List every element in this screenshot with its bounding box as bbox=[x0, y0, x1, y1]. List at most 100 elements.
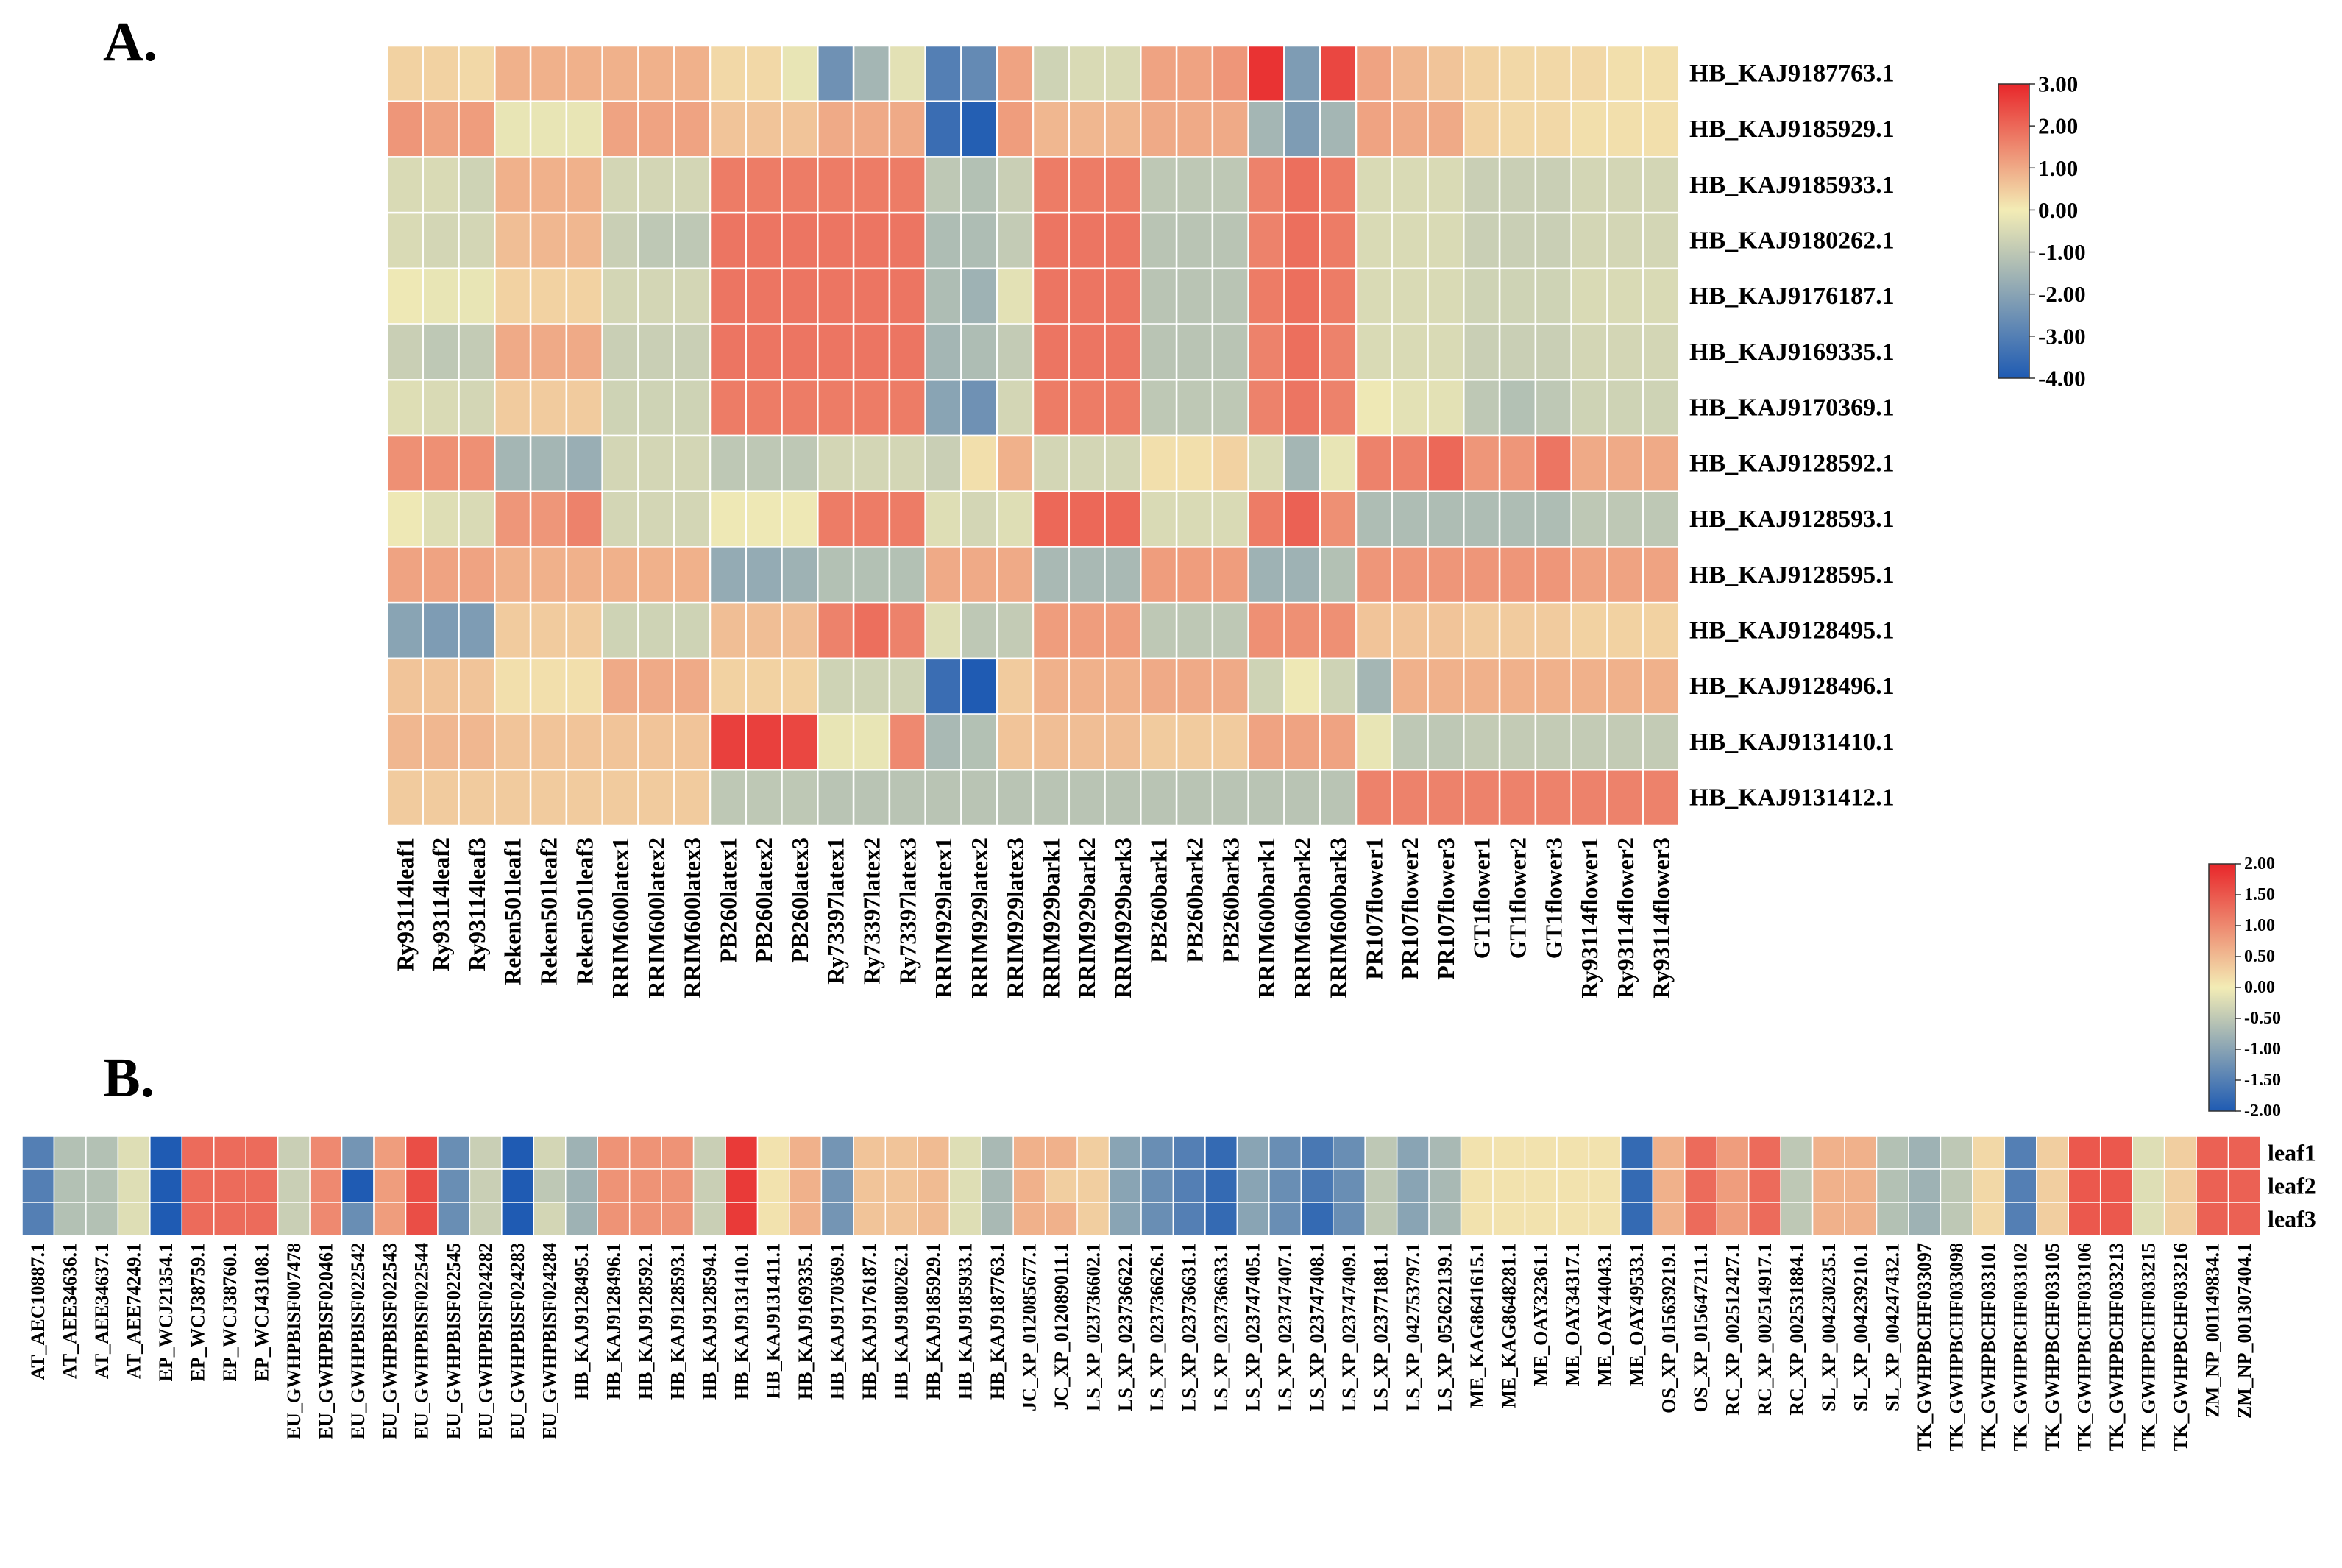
heatmap-cell bbox=[1642, 434, 1681, 492]
column-label: GT1flower1 bbox=[1469, 837, 1495, 959]
heatmap-cell bbox=[386, 601, 425, 660]
heatmap-cell bbox=[1104, 434, 1142, 492]
heatmap-cell bbox=[1104, 601, 1142, 660]
heatmap-cell bbox=[852, 379, 891, 437]
heatmap-cell bbox=[789, 1202, 823, 1236]
heatmap-cell bbox=[1463, 601, 1501, 660]
row-label: HB_KAJ9128595.1 bbox=[1689, 561, 1895, 589]
heatmap-cell bbox=[1463, 323, 1501, 381]
heatmap-cell bbox=[709, 44, 748, 102]
heatmap-cell bbox=[996, 490, 1035, 548]
colorbar-tick-label: 0.00 bbox=[2244, 978, 2275, 997]
heatmap-cell bbox=[601, 713, 639, 771]
heatmap-cell bbox=[917, 1135, 951, 1170]
heatmap-cell bbox=[1620, 1135, 1654, 1170]
heatmap-cell bbox=[1319, 434, 1358, 492]
heatmap-cell bbox=[565, 379, 603, 437]
heatmap-cell bbox=[1524, 1135, 1558, 1170]
heatmap-cell bbox=[1044, 1135, 1078, 1170]
heatmap-cell bbox=[1211, 490, 1249, 548]
heatmap-cell bbox=[888, 490, 926, 548]
heatmap-cell bbox=[1211, 601, 1249, 660]
column-label: HB_KAJ9169335.1 bbox=[795, 1243, 816, 1400]
heatmap-cell bbox=[1642, 713, 1681, 771]
colorbar-tick-label: -4.00 bbox=[2038, 366, 2086, 391]
heatmap-cell bbox=[1534, 769, 1572, 827]
heatmap-cell bbox=[1332, 1135, 1366, 1170]
heatmap-cell bbox=[1463, 267, 1501, 325]
heatmap-cell bbox=[1427, 713, 1465, 771]
heatmap-cell bbox=[709, 211, 748, 270]
heatmap-cell bbox=[422, 769, 460, 827]
heatmap-cell bbox=[980, 1135, 1014, 1170]
heatmap-cell bbox=[1032, 657, 1071, 715]
column-label: ZM_NP_001149834.1 bbox=[2201, 1243, 2223, 1418]
heatmap-cell bbox=[1534, 156, 1572, 214]
heatmap-cell bbox=[386, 490, 425, 548]
heatmap-cell bbox=[458, 267, 496, 325]
heatmap-cell bbox=[948, 1202, 982, 1236]
heatmap-cell bbox=[996, 323, 1035, 381]
heatmap-cell bbox=[1364, 1135, 1398, 1170]
column-label: GT1flower2 bbox=[1505, 837, 1531, 959]
column-label: EP_WCJ43108.1 bbox=[251, 1243, 272, 1382]
column-label: RC_XP_002512427.1 bbox=[1722, 1243, 1743, 1416]
column-label: AT_AEE34636.1 bbox=[60, 1243, 81, 1379]
heatmap-cell bbox=[745, 211, 783, 270]
heatmap-cell bbox=[1175, 657, 1214, 715]
column-label: SL_XP_004230235.1 bbox=[1818, 1243, 1839, 1411]
heatmap-cell bbox=[1524, 1168, 1558, 1203]
heatmap-cell bbox=[565, 490, 603, 548]
heatmap-cell bbox=[53, 1168, 87, 1203]
heatmap-cell bbox=[1642, 657, 1681, 715]
heatmap-cell bbox=[565, 657, 603, 715]
column-label: PR107flower2 bbox=[1397, 837, 1423, 980]
heatmap-cell bbox=[996, 434, 1035, 492]
heatmap-cell bbox=[1140, 100, 1178, 158]
heatmap-cell bbox=[1175, 156, 1214, 214]
heatmap-cell bbox=[1391, 267, 1429, 325]
panel-label-a: A. bbox=[103, 11, 157, 73]
heatmap-cell bbox=[181, 1168, 215, 1203]
column-label: JC_XP_012089011.1 bbox=[1051, 1243, 1072, 1411]
heatmap-cell bbox=[1211, 44, 1249, 102]
heatmap-cell bbox=[1300, 1135, 1334, 1170]
row-label: leaf3 bbox=[2268, 1206, 2316, 1232]
heatmap-cell bbox=[1032, 267, 1071, 325]
heatmap-cell bbox=[213, 1135, 246, 1170]
column-label: TK_GWHPBCHF033213 bbox=[2106, 1243, 2127, 1451]
heatmap-cell bbox=[1556, 1202, 1590, 1236]
heatmap-cell bbox=[661, 1135, 695, 1170]
column-label: ME_KAG8648281.1 bbox=[1498, 1243, 1519, 1408]
heatmap-cell bbox=[1642, 267, 1681, 325]
heatmap-cell bbox=[1463, 379, 1501, 437]
heatmap-cell bbox=[980, 1202, 1014, 1236]
heatmap-cell bbox=[597, 1135, 631, 1170]
heatmap-cell bbox=[149, 1168, 183, 1203]
column-label: HB_KAJ9170369.1 bbox=[827, 1243, 848, 1400]
column-label: HB_KAJ9128495.1 bbox=[571, 1243, 592, 1400]
heatmap-cell bbox=[1844, 1135, 1878, 1170]
heatmap-cell bbox=[852, 100, 891, 158]
heatmap-cell bbox=[1498, 211, 1537, 270]
heatmap-cell bbox=[1364, 1202, 1398, 1236]
heatmap-cell bbox=[1108, 1202, 1142, 1236]
column-label: LS_XP_023747405.1 bbox=[1243, 1243, 1264, 1411]
heatmap-cell bbox=[960, 601, 998, 660]
heatmap-cell bbox=[1642, 323, 1681, 381]
heatmap-cell bbox=[1492, 1202, 1526, 1236]
column-label: EU_GWHPBISF022544 bbox=[411, 1243, 433, 1439]
column-label: AT_AEC10887.1 bbox=[27, 1243, 49, 1380]
heatmap-cell bbox=[1068, 379, 1106, 437]
heatmap-cell bbox=[422, 211, 460, 270]
heatmap-cell bbox=[1534, 44, 1572, 102]
heatmap-cell bbox=[960, 657, 998, 715]
heatmap-cell bbox=[533, 1135, 567, 1170]
heatmap-cell bbox=[1642, 44, 1681, 102]
heatmap-cell bbox=[917, 1202, 951, 1236]
heatmap-cell bbox=[2196, 1135, 2229, 1170]
colorbar-tick-label: 2.00 bbox=[2038, 113, 2078, 139]
heatmap-cell bbox=[1534, 546, 1572, 604]
heatmap-cell bbox=[1391, 713, 1429, 771]
column-label: RRIM600latex2 bbox=[643, 837, 670, 998]
